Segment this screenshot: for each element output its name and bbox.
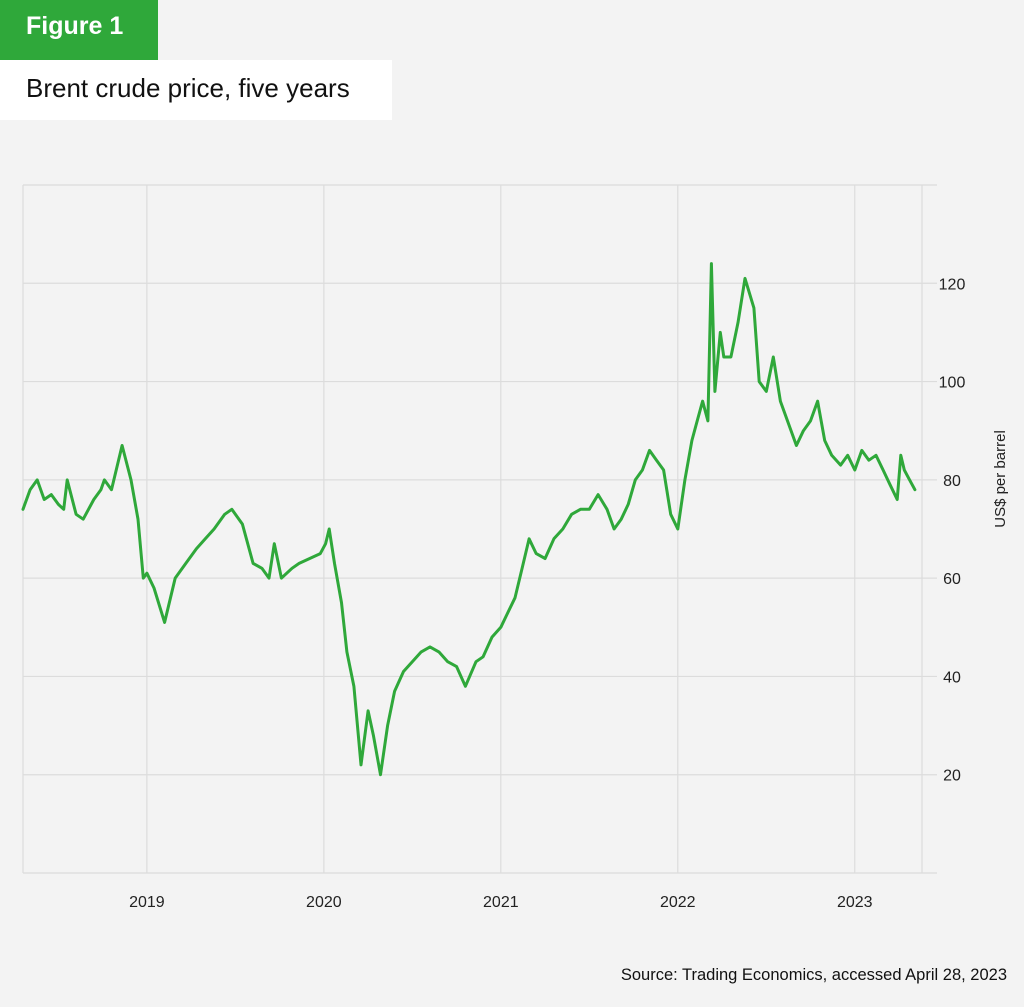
x-tick-label: 2022 — [660, 894, 696, 911]
series-line-brent — [21, 262, 917, 777]
x-tick-label: 2020 — [306, 894, 342, 911]
x-tick-label: 2021 — [483, 894, 519, 911]
x-tick-label: 2023 — [837, 894, 873, 911]
brent-price-chart: 20 40 60 80 100 120 2019 2020 2021 2022 2023 US$ pe… — [21, 184, 1009, 911]
y-tick-label: 120 — [939, 276, 966, 293]
figure-label: Figure 1 — [0, 0, 158, 60]
chart-title: Brent crude price, five years — [0, 60, 392, 120]
y-axis-label: US$ per barrel — [992, 430, 1009, 528]
y-tick-label: 40 — [943, 669, 961, 686]
y-tick-label: 20 — [943, 768, 961, 785]
source-note: Source: Trading Economics, accessed Apri… — [620, 966, 1007, 984]
x-tick-label: 2019 — [129, 894, 165, 911]
y-tick-label: 80 — [943, 473, 961, 490]
y-tick-label: 100 — [939, 375, 966, 392]
y-tick-label: 60 — [943, 571, 961, 588]
